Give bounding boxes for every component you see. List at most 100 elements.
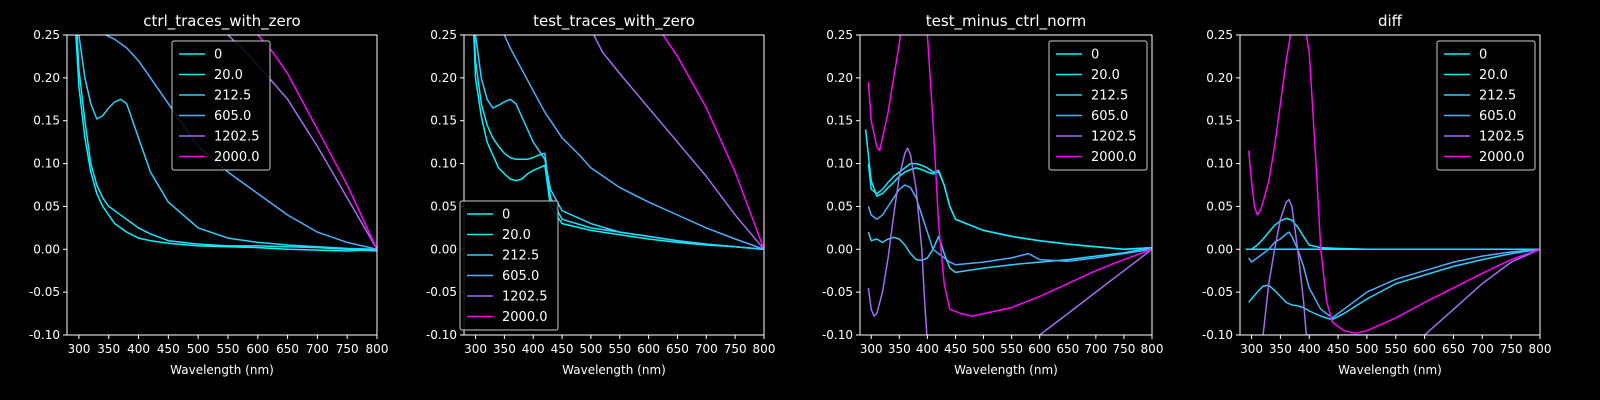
legend-box bbox=[459, 200, 559, 331]
x-tick-label: 400 bbox=[522, 342, 545, 356]
x-tick-label: 350 bbox=[1269, 342, 1292, 356]
y-tick-label: 0.20 bbox=[826, 71, 853, 85]
series-line-212.5 bbox=[1248, 248, 1540, 321]
x-tick-label: 750 bbox=[724, 342, 747, 356]
x-tick-label: 550 bbox=[1000, 342, 1023, 356]
legend-label: 605.0 bbox=[1091, 109, 1128, 124]
x-tick-label: 750 bbox=[1500, 342, 1523, 356]
axes-frame bbox=[66, 34, 378, 336]
x-tick-label: 700 bbox=[695, 342, 718, 356]
legend-label: 0 bbox=[1479, 48, 1487, 63]
x-tick-label: 450 bbox=[1327, 342, 1350, 356]
y-tick-label: 0.25 bbox=[826, 28, 853, 42]
series-line-605.0 bbox=[867, 184, 1152, 266]
series-line-20.0 bbox=[1248, 217, 1540, 251]
y-tick-label: 0.05 bbox=[33, 199, 60, 213]
legend-label: 212.5 bbox=[1479, 89, 1516, 104]
y-tick-label: 0.20 bbox=[33, 71, 60, 85]
legend-label: 0 bbox=[1091, 48, 1099, 63]
y-tick-label: 0.10 bbox=[826, 157, 853, 171]
y-tick-label: -0.05 bbox=[426, 285, 457, 299]
x-axis-label: Wavelength (nm) bbox=[562, 363, 666, 377]
legend-label: 20.0 bbox=[1479, 68, 1508, 83]
x-tick-label: 650 bbox=[1442, 342, 1465, 356]
x-tick-label: 300 bbox=[67, 342, 90, 356]
y-tick-label: -0.05 bbox=[29, 285, 60, 299]
x-tick-label: 350 bbox=[493, 342, 516, 356]
y-tick-label: -0.10 bbox=[426, 328, 457, 342]
y-tick-label: 0.15 bbox=[430, 114, 457, 128]
legend: 0 20.0 212.5 605.0 1202.5 2000.0 bbox=[1436, 40, 1536, 171]
y-tick-label: -0.10 bbox=[822, 328, 853, 342]
x-axis-label: Wavelength (nm) bbox=[954, 363, 1058, 377]
legend-label: 20.0 bbox=[1091, 68, 1120, 83]
x-tick-label: 700 bbox=[1471, 342, 1494, 356]
y-tick-label: 0.10 bbox=[430, 157, 457, 171]
legend-label: 1202.5 bbox=[1479, 130, 1525, 145]
y-tick-label: 0.15 bbox=[33, 114, 60, 128]
x-axis-label: Wavelength (nm) bbox=[170, 363, 274, 377]
chart-panel-2: test_traces_with_zero 300 350 400 450 500 550 6… bbox=[426, 12, 776, 377]
legend-label: 20.0 bbox=[502, 228, 531, 243]
legend-label: 605.0 bbox=[502, 269, 539, 284]
x-tick-label: 600 bbox=[1413, 342, 1436, 356]
y-tick-label: 0.00 bbox=[826, 242, 853, 256]
x-tick-label: 450 bbox=[157, 342, 180, 356]
legend-label: 2000.0 bbox=[1091, 150, 1137, 165]
series-line-1202.5 bbox=[593, 35, 764, 250]
x-tick-label: 700 bbox=[1084, 342, 1107, 356]
legend-label: 2000.0 bbox=[1479, 150, 1525, 165]
x-tick-label: 750 bbox=[1112, 342, 1135, 356]
x-tick-label: 600 bbox=[1028, 342, 1051, 356]
x-tick-label: 300 bbox=[860, 342, 883, 356]
legend-label: 605.0 bbox=[1479, 109, 1516, 124]
y-tick-label: 0.00 bbox=[33, 242, 60, 256]
legend-label: 2000.0 bbox=[214, 150, 260, 165]
x-tick-label: 350 bbox=[97, 342, 120, 356]
y-tick-label: 0.15 bbox=[826, 114, 853, 128]
x-tick-label: 650 bbox=[276, 342, 299, 356]
x-tick-label: 450 bbox=[944, 342, 967, 356]
x-tick-label: 500 bbox=[972, 342, 995, 356]
y-tick-label: -0.10 bbox=[29, 328, 60, 342]
legend: 0 20.0 212.5 605.0 1202.5 2000.0 bbox=[1048, 40, 1148, 171]
series-line-212.5 bbox=[78, 35, 377, 251]
y-tick-label: -0.05 bbox=[822, 285, 853, 299]
y-tick-label: -0.05 bbox=[1202, 285, 1233, 299]
x-tick-label: 800 bbox=[1529, 342, 1552, 356]
x-tick-label: 700 bbox=[306, 342, 329, 356]
y-tick-label: 0.10 bbox=[33, 157, 60, 171]
x-tick-label: 350 bbox=[888, 342, 911, 356]
legend-label: 1202.5 bbox=[214, 130, 260, 145]
y-tick-label: 0.00 bbox=[1206, 242, 1233, 256]
x-tick-label: 800 bbox=[753, 342, 776, 356]
x-tick-label: 400 bbox=[1298, 342, 1321, 356]
legend-label: 1202.5 bbox=[1091, 130, 1137, 145]
series-line-0 bbox=[75, 35, 377, 252]
series-line-2000.0 bbox=[662, 35, 764, 250]
chart-panel-3: test_minus_ctrl_norm 300 350 400 450 500 550 60… bbox=[822, 12, 1164, 377]
x-tick-label: 800 bbox=[366, 342, 389, 356]
x-tick-label: 650 bbox=[1056, 342, 1079, 356]
y-tick-label: 0.15 bbox=[1206, 114, 1233, 128]
axes-frame bbox=[463, 34, 765, 336]
x-tick-label: 550 bbox=[217, 342, 240, 356]
legend: 0 20.0 212.5 605.0 1202.5 2000.0 bbox=[171, 40, 271, 171]
y-tick-label: 0.10 bbox=[1206, 157, 1233, 171]
legend-label: 212.5 bbox=[502, 249, 539, 264]
series-line-605.0 bbox=[1248, 231, 1540, 319]
x-tick-label: 500 bbox=[187, 342, 210, 356]
y-tick-label: 0.05 bbox=[1206, 199, 1233, 213]
legend-label: 0 bbox=[502, 208, 510, 223]
chart-panel-4: diff 300 350 400 450 500 550 600 650 700 750 800 -0.… bbox=[1202, 12, 1552, 377]
y-tick-label: -0.10 bbox=[1202, 328, 1233, 342]
x-tick-label: 750 bbox=[336, 342, 359, 356]
legend-label: 2000.0 bbox=[502, 310, 548, 325]
series-line-0 bbox=[473, 35, 764, 251]
chart-title: ctrl_traces_with_zero bbox=[143, 12, 300, 31]
x-axis-label: Wavelength (nm) bbox=[1338, 363, 1442, 377]
x-tick-label: 300 bbox=[464, 342, 487, 356]
x-tick-label: 650 bbox=[666, 342, 689, 356]
x-tick-label: 550 bbox=[608, 342, 631, 356]
y-tick-label: 0.25 bbox=[33, 28, 60, 42]
